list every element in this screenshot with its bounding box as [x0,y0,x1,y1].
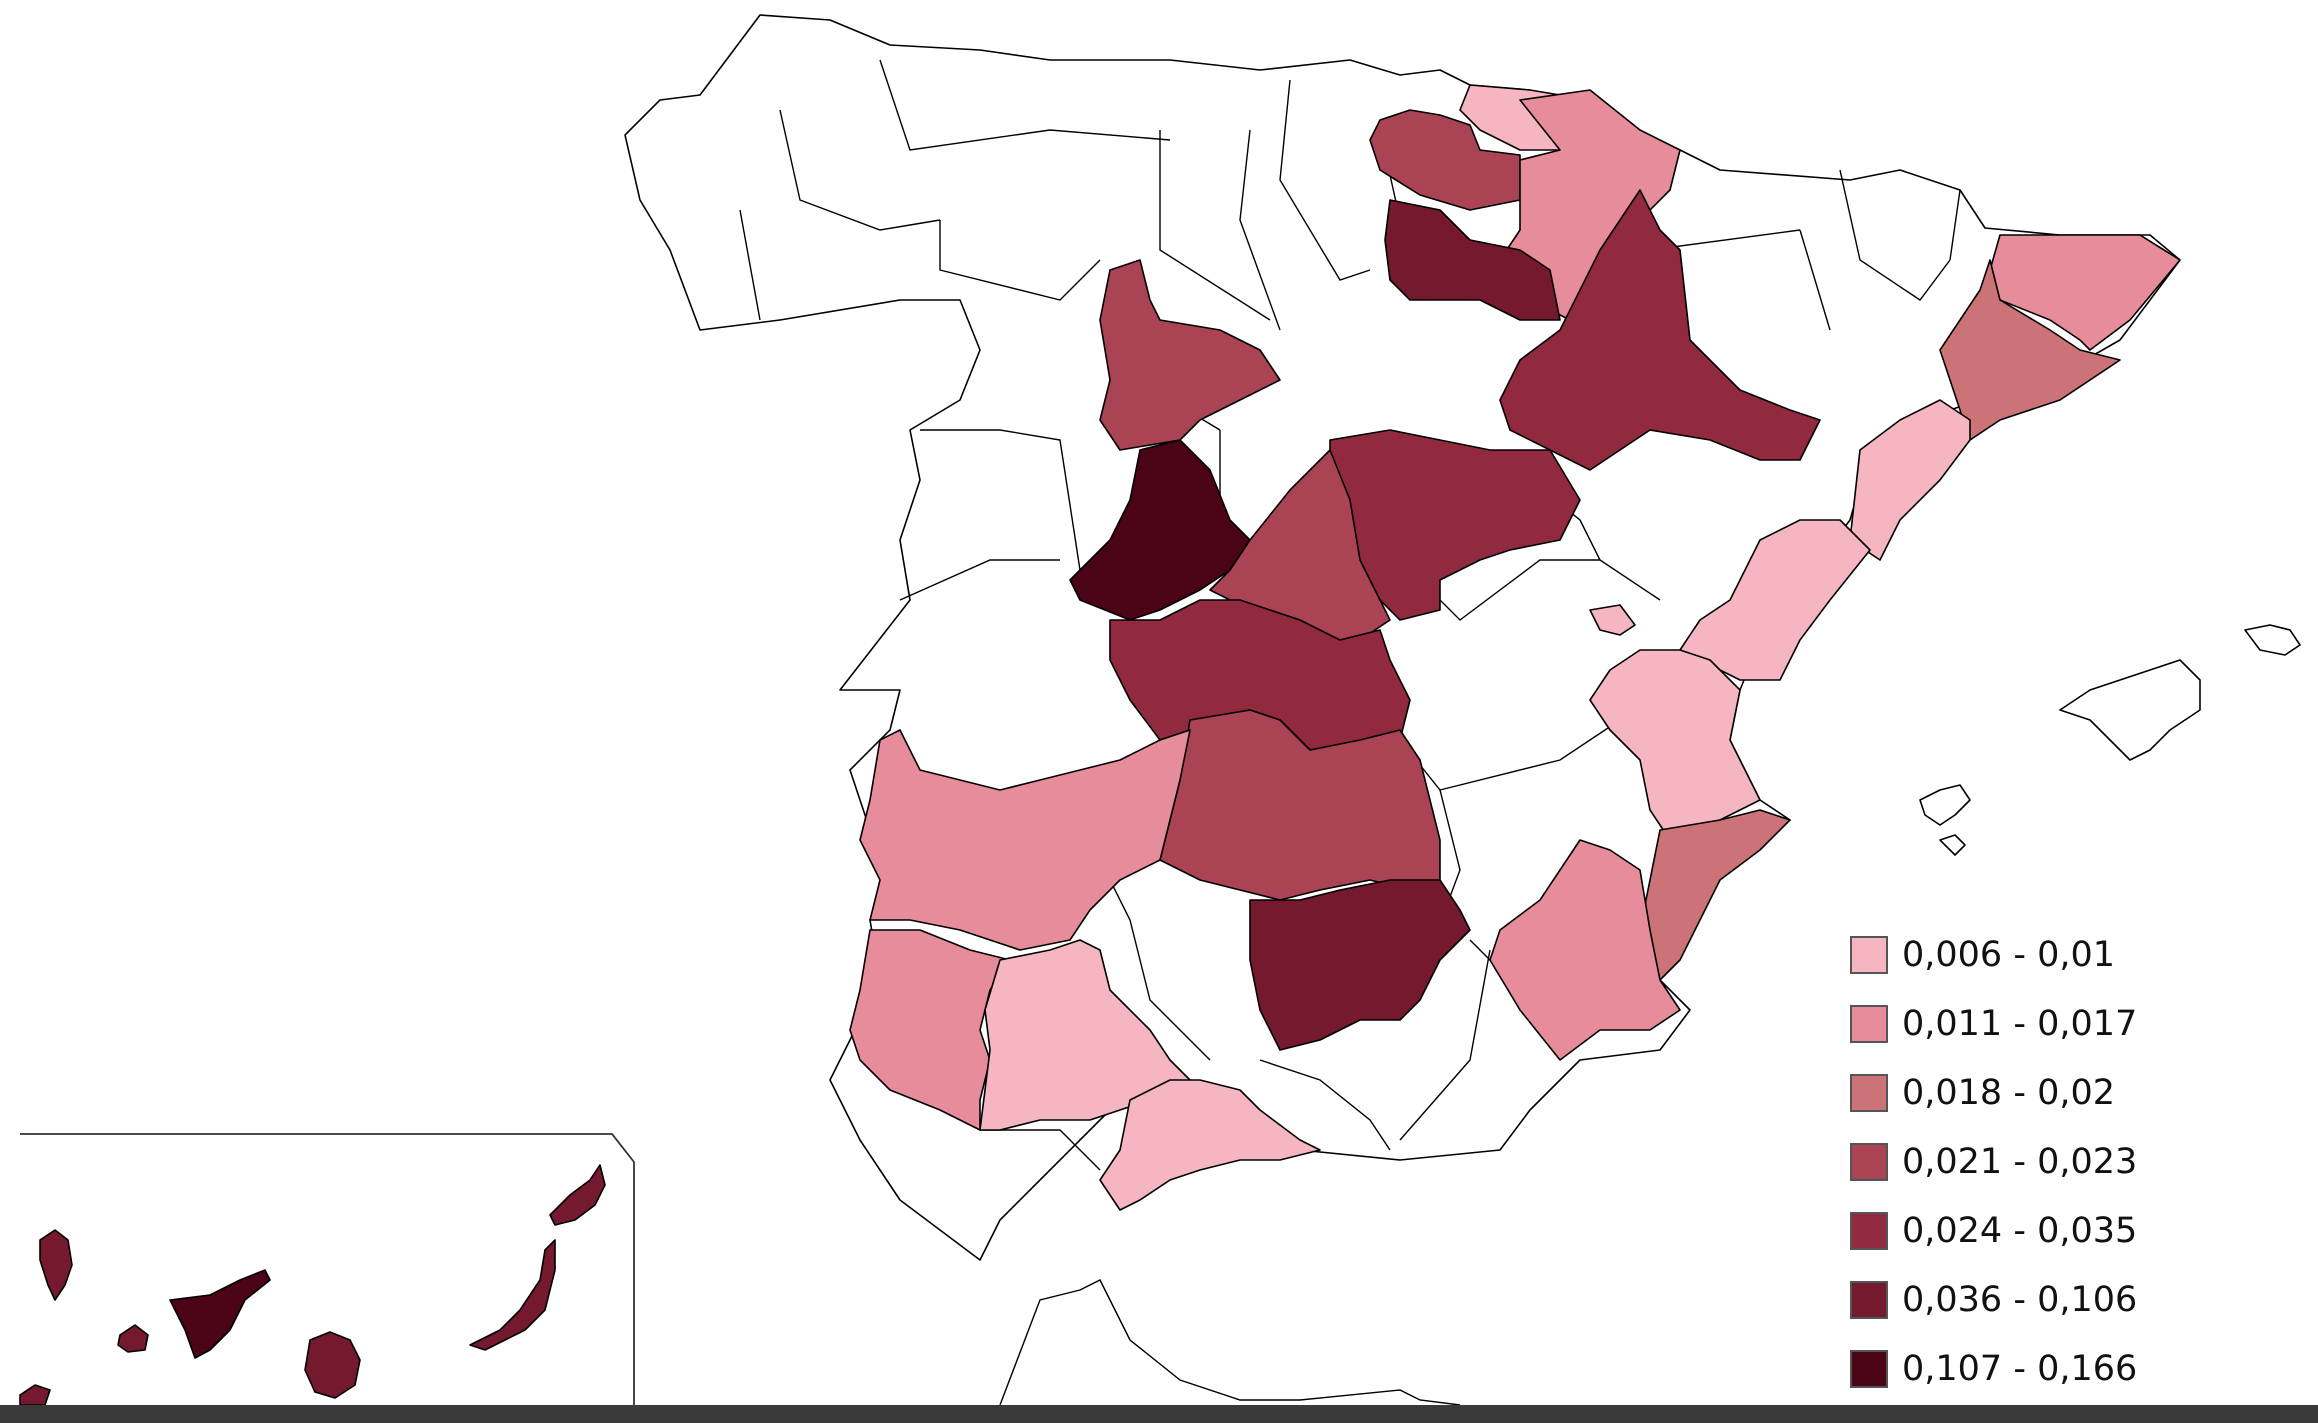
province-alicante [1639,809,1791,981]
legend-label: 0,024 - 0,035 [1902,1210,2138,1251]
legend-label: 0,006 - 0,01 [1902,934,2116,975]
province-castellon [1679,519,1871,681]
legend-item: 0,018 - 0,02 [1850,1058,2270,1127]
province-la-rioja [1384,199,1561,321]
island-ibiza [1919,784,1971,826]
province-lleida [1939,259,2121,441]
province-jaen [1249,879,1471,1051]
island-la-gomera [117,1324,149,1353]
colored-provinces [849,84,2181,1211]
island-gran-canaria [304,1331,361,1399]
bottom-bar [0,1405,2318,1423]
legend-swatch [1850,1349,1888,1388]
legend-label: 0,018 - 0,02 [1902,1072,2116,1113]
map-legend: 0,006 - 0,01 0,011 - 0,017 0,018 - 0,02 … [1850,920,2270,1403]
province-enclave [1589,604,1636,636]
province-salamanca [1069,439,1251,621]
island-menorca [2244,624,2301,656]
province-huelva [849,929,1011,1131]
island-la-palma [39,1229,73,1301]
legend-swatch [1850,1073,1888,1112]
canary-islands [19,1164,606,1406]
north-africa-outline [999,1279,1461,1406]
legend-swatch [1850,935,1888,974]
balearic-islands [1919,624,2301,856]
province-malaga [1099,1079,1321,1211]
legend-item: 0,107 - 0,166 [1850,1334,2270,1403]
legend-swatch [1850,1142,1888,1181]
legend-swatch [1850,1280,1888,1319]
province-zaragoza [1499,189,1821,471]
legend-label: 0,021 - 0,023 [1902,1141,2138,1182]
island-fuerteventura [469,1239,556,1351]
legend-label: 0,036 - 0,106 [1902,1279,2138,1320]
island-tenerife [169,1269,271,1359]
legend-item: 0,036 - 0,106 [1850,1265,2270,1334]
canary-inset-frame [20,1133,635,1405]
province-murcia [1489,839,1681,1061]
province-badajoz [859,729,1191,951]
legend-swatch [1850,1004,1888,1043]
legend-item: 0,024 - 0,035 [1850,1196,2270,1265]
legend-item: 0,006 - 0,01 [1850,920,2270,989]
legend-label: 0,107 - 0,166 [1902,1348,2138,1389]
legend-item: 0,011 - 0,017 [1850,989,2270,1058]
province-burgos [1099,259,1281,451]
island-formentera [1939,834,1966,856]
legend-swatch [1850,1211,1888,1250]
legend-item: 0,021 - 0,023 [1850,1127,2270,1196]
island-el-hierro [19,1384,51,1406]
island-lanzarote [549,1164,606,1226]
island-mallorca [2059,659,2201,761]
legend-label: 0,011 - 0,017 [1902,1003,2138,1044]
